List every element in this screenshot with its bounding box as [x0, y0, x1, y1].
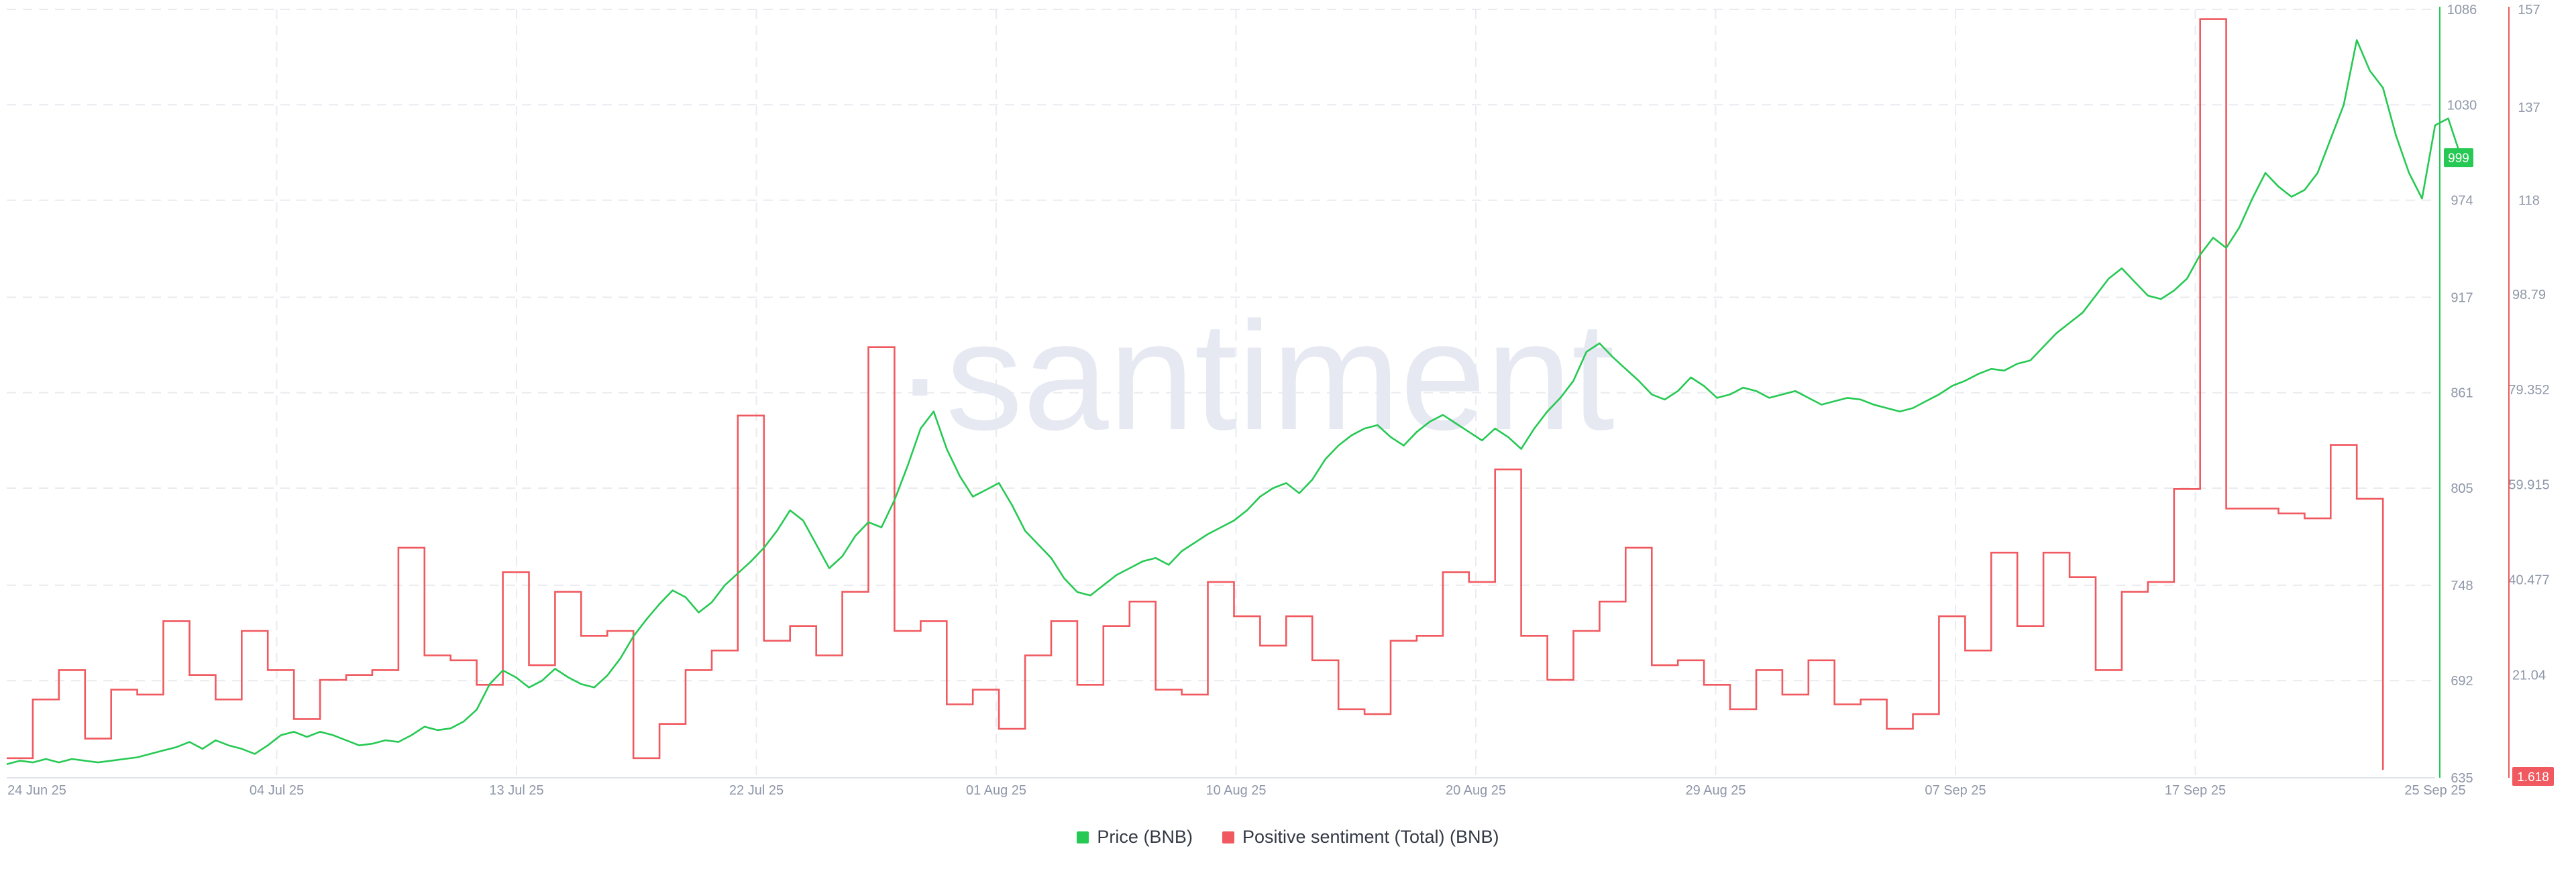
sentiment-last-value-label: 1.618 [2517, 770, 2549, 784]
left-axis-tick-label: 1086 [2447, 3, 2477, 17]
sentiment-last-value-badge [2512, 767, 2554, 786]
x-tick-label: 24 Jun 25 [7, 783, 66, 798]
right-axis-tick-label: 137 [2518, 101, 2540, 115]
legend-swatch-sentiment [1222, 831, 1234, 843]
x-tick-label: 10 Aug 25 [1205, 783, 1266, 798]
right-axis-tick-label: 79.352 [2508, 383, 2549, 398]
legend-item-price[interactable]: Price (BNB) [1077, 827, 1193, 848]
legend-label-price: Price (BNB) [1097, 827, 1193, 847]
left-axis-tick-label: 748 [2451, 579, 2473, 593]
right-axis-tick-label: 40.477 [2508, 573, 2549, 588]
left-axis-tick-label: 805 [2451, 481, 2473, 496]
right-axis-tick-label: 98.79 [2512, 288, 2546, 302]
legend: Price (BNB) Positive sentiment (Total) (… [0, 827, 2576, 848]
legend-item-sentiment[interactable]: Positive sentiment (Total) (BNB) [1222, 827, 1499, 848]
series-layer [6, 18, 2463, 770]
x-tick-label: 17 Sep 25 [2165, 783, 2226, 798]
price-last-value-badge [2444, 148, 2473, 168]
right-axis-tick-label: 21.04 [2512, 668, 2546, 683]
x-tick-label: 25 Sep 25 [2404, 783, 2465, 798]
right-axis-tick-label: 118 [2518, 194, 2540, 209]
x-tick-label: 04 Jul 25 [250, 783, 304, 798]
labels-layer: 999 1.618 [2444, 148, 2554, 786]
left-axis-tick-label: 1030 [2447, 98, 2477, 113]
x-tick-label: 01 Aug 25 [966, 783, 1026, 798]
legend-label-sentiment: Positive sentiment (Total) (BNB) [1242, 827, 1499, 847]
sentiment-series-line [7, 18, 2384, 770]
left-axis-tick-label: 917 [2451, 290, 2473, 305]
x-tick-label: 13 Jul 25 [489, 783, 543, 798]
right-axis-tick-label: 59.915 [2508, 478, 2549, 493]
x-tick-label: 22 Jul 25 [729, 783, 784, 798]
legend-swatch-price [1077, 831, 1089, 843]
axes-layer: 24 Jun 25 04 Jul 25 13 Jul 25 22 Jul 25 01 A… [7, 3, 2550, 798]
right-axis-tick-label: 157 [2518, 3, 2540, 17]
x-tick-label: 29 Aug 25 [1685, 783, 1746, 798]
left-axis-tick-label: 974 [2451, 194, 2473, 209]
left-axis-tick-label: 861 [2451, 386, 2473, 401]
x-tick-label: 20 Aug 25 [1446, 783, 1506, 798]
price-series-line [6, 39, 2463, 765]
x-tick-label: 07 Sep 25 [1925, 783, 1986, 798]
price-last-value-label: 999 [2448, 152, 2469, 166]
left-axis-tick-label: 692 [2451, 674, 2473, 689]
watermark: ·santiment [894, 290, 1615, 462]
left-axis-tick-label: 635 [2451, 771, 2473, 786]
